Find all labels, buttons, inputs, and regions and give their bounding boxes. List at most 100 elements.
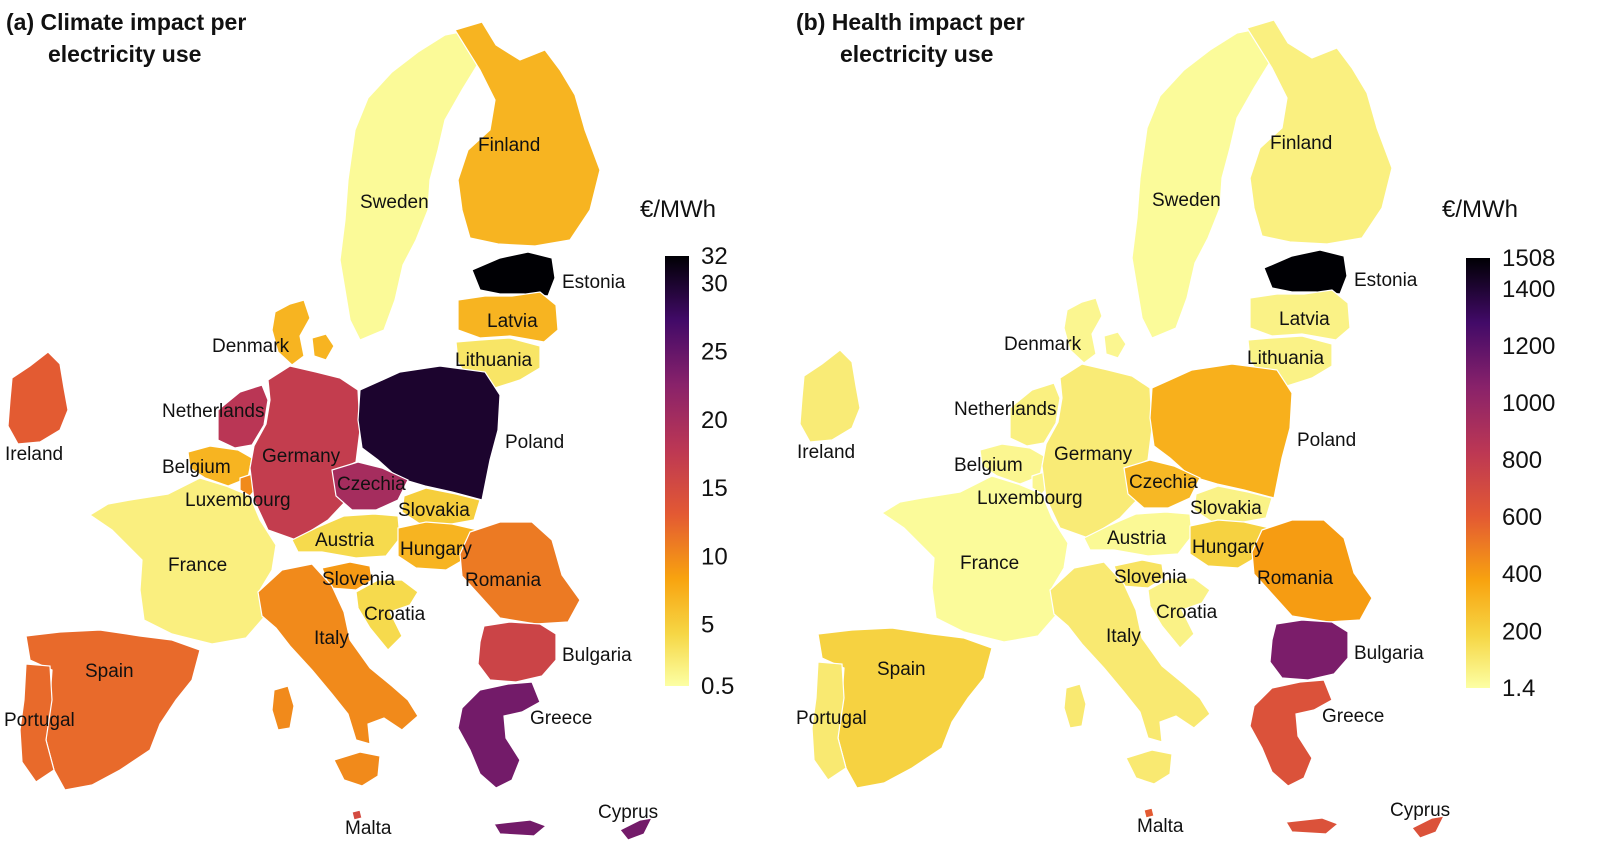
country-italy-sardinia [271,685,295,731]
colorbar-a-tick-5: 10 [701,543,728,570]
label-netherlands-b: Netherlands [954,399,1056,420]
label-ireland: Ireland [5,444,63,465]
panel-a-title-line2: electricity use [48,41,201,67]
label-romania: Romania [465,570,541,591]
country-greece-b [1249,679,1333,787]
country-estonia [471,251,556,297]
label-malta-b: Malta [1137,816,1184,837]
label-finland: Finland [478,135,540,156]
country-greece-crete-b [1285,817,1340,835]
country-latvia-b [1249,289,1351,341]
label-france-b: France [960,553,1019,574]
colorbar-a-tick-6: 5 [701,612,714,639]
country-portugal [19,663,55,783]
country-slovakia [401,487,481,526]
label-malta: Malta [345,818,392,839]
colorbar-b-tick-2: 1200 [1502,333,1555,360]
country-netherlands [217,384,269,449]
country-denmark-zealand-b [1103,331,1127,359]
country-italy-b [1049,561,1211,743]
label-italy-b: Italy [1106,626,1141,647]
panel-climate-impact: (a) Climate impact per electricity use [4,9,734,841]
country-poland [357,365,501,501]
label-luxembourg-b: Luxembourg [977,488,1083,509]
label-poland-b: Poland [1297,430,1356,451]
panel-health-impact: (b) Health impact per electricity use Sw… [796,9,1555,839]
label-germany-b: Germany [1054,444,1133,465]
country-cyprus-b [1411,815,1446,839]
colorbar-b-tick-8: 1.4 [1502,675,1535,702]
label-sweden-b: Sweden [1152,190,1221,211]
map-b-labels: Sweden Finland Estonia Latvia Lithuania Denma… [796,133,1450,837]
map-b [799,19,1446,839]
label-czechia: Czechia [337,474,406,495]
country-bulgaria [477,621,557,683]
country-latvia [457,291,559,343]
colorbar-b-ticks: 1508 1400 1200 1000 800 600 400 200 1.4 [1502,245,1555,702]
country-ireland-b [799,349,861,443]
label-spain: Spain [85,661,134,682]
label-sweden: Sweden [360,192,429,213]
label-denmark: Denmark [212,336,290,357]
country-sweden-b [1131,27,1285,339]
label-hungary: Hungary [400,539,472,560]
country-germany [249,365,361,541]
colorbar-b-unit: €/MWh [1442,196,1518,223]
label-croatia: Croatia [364,604,426,625]
label-romania-b: Romania [1257,568,1333,589]
colorbar-a-tick-2: 25 [701,339,728,366]
country-croatia-b [1147,577,1211,649]
label-greece: Greece [530,708,592,729]
colorbar-a-tick-3: 20 [701,407,728,434]
country-denmark-zealand [311,333,335,361]
country-czechia [331,461,409,511]
label-latvia: Latvia [487,311,538,332]
colorbar-a-unit: €/MWh [640,196,716,223]
country-greece-crete [493,819,548,837]
colorbar-b-tick-6: 400 [1502,561,1542,588]
colorbar-b-bar [1466,258,1490,688]
colorbar-a-tick-4: 15 [701,475,728,502]
label-austria: Austria [315,530,375,551]
label-portugal-b: Portugal [796,708,867,729]
label-cyprus: Cyprus [598,802,658,823]
label-slovakia-b: Slovakia [1190,498,1262,519]
country-france [88,477,277,645]
colorbar-a-tick-7: 0.5 [701,673,734,700]
colorbar-b-tick-5: 600 [1502,504,1542,531]
label-poland: Poland [505,432,564,453]
label-luxembourg: Luxembourg [185,490,291,511]
label-latvia-b: Latvia [1279,309,1330,330]
country-italy-sicily-b [1125,749,1173,785]
country-denmark [271,299,311,366]
label-lithuania: Lithuania [455,350,533,371]
panel-b-title-line2: electricity use [840,41,993,67]
country-netherlands-b [1009,382,1061,447]
country-ireland [7,351,69,445]
country-sweden [339,29,493,341]
country-italy [257,563,419,745]
label-estonia: Estonia [562,272,626,293]
label-germany: Germany [262,446,341,467]
label-ireland-b: Ireland [797,442,855,463]
colorbar-a-tick-1: 30 [701,270,728,297]
country-finland-b [1246,19,1393,245]
country-malta-b [1143,807,1155,819]
panel-a-title-line1: (a) Climate impact per [6,9,246,35]
label-bulgaria-b: Bulgaria [1354,643,1424,664]
label-finland-b: Finland [1270,133,1332,154]
label-portugal: Portugal [4,710,75,731]
country-malta [351,809,363,821]
label-austria-b: Austria [1107,528,1167,549]
label-belgium-b: Belgium [954,455,1023,476]
colorbar-b-tick-4: 800 [1502,447,1542,474]
label-france: France [168,555,227,576]
label-czechia-b: Czechia [1129,472,1198,493]
country-romania [459,521,581,625]
label-hungary-b: Hungary [1192,537,1264,558]
label-cyprus-b: Cyprus [1390,800,1450,821]
colorbar-b-tick-7: 200 [1502,618,1542,645]
label-spain-b: Spain [877,659,926,680]
